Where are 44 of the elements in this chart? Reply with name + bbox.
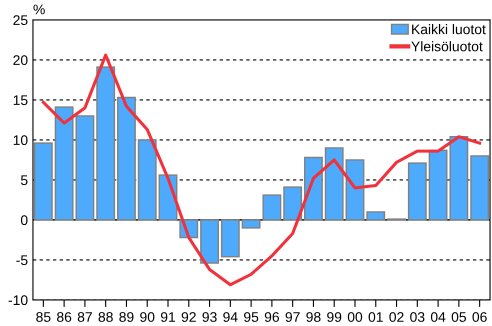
- x-tick-label: 95: [244, 312, 258, 322]
- bar: [200, 219, 219, 264]
- y-tick-label: 15: [14, 95, 28, 106]
- x-tick-label: 96: [264, 312, 279, 322]
- x-tick-label: 97: [286, 312, 300, 322]
- x-tick-label: 91: [160, 312, 176, 322]
- x-tick-label: 94: [223, 312, 238, 322]
- x-tick-label: 87: [78, 312, 92, 322]
- y-tick-label: 10: [14, 135, 28, 146]
- line-series: [42, 54, 482, 286]
- legend-label: Yleisöluotot: [411, 41, 483, 52]
- x-tick-label: 90: [140, 312, 154, 322]
- x-tick-label: 93: [202, 312, 217, 322]
- y-tick-label: -5: [16, 255, 28, 266]
- bar: [117, 96, 136, 221]
- x-tick-label: 99: [327, 312, 342, 322]
- bar: [366, 211, 386, 221]
- bar: [408, 162, 427, 221]
- x-tick-label: 02: [389, 312, 404, 322]
- x-tick-label: 00: [348, 312, 362, 322]
- x-tick-label: 86: [57, 312, 72, 322]
- x-tick-label: 06: [472, 312, 487, 322]
- bar: [75, 115, 94, 221]
- x-tick-label: 05: [452, 312, 466, 322]
- y-tick-label: 5: [20, 175, 28, 186]
- x-tick-label: 85: [36, 312, 50, 322]
- y-axis-title: %: [33, 4, 45, 14]
- x-tick-label: 04: [430, 312, 446, 322]
- y-tick-label: 0: [20, 215, 28, 226]
- bar: [428, 150, 448, 221]
- x-tick-label: 88: [98, 312, 113, 322]
- y-tick-label: -10: [8, 295, 28, 306]
- y-tick-label: 25: [13, 15, 28, 26]
- x-tick-label: 92: [182, 312, 196, 322]
- bar: [346, 159, 364, 221]
- x-tick-label: 98: [306, 312, 321, 322]
- x-tick-label: 89: [119, 312, 134, 322]
- x-tick-label: 01: [368, 312, 383, 322]
- x-tick-label: 03: [410, 312, 424, 322]
- y-tick-label: 20: [13, 55, 28, 66]
- legend-label: Kaikki luotot: [412, 24, 486, 34]
- bar: [96, 66, 116, 221]
- bar: [324, 147, 344, 221]
- bar: [138, 139, 157, 221]
